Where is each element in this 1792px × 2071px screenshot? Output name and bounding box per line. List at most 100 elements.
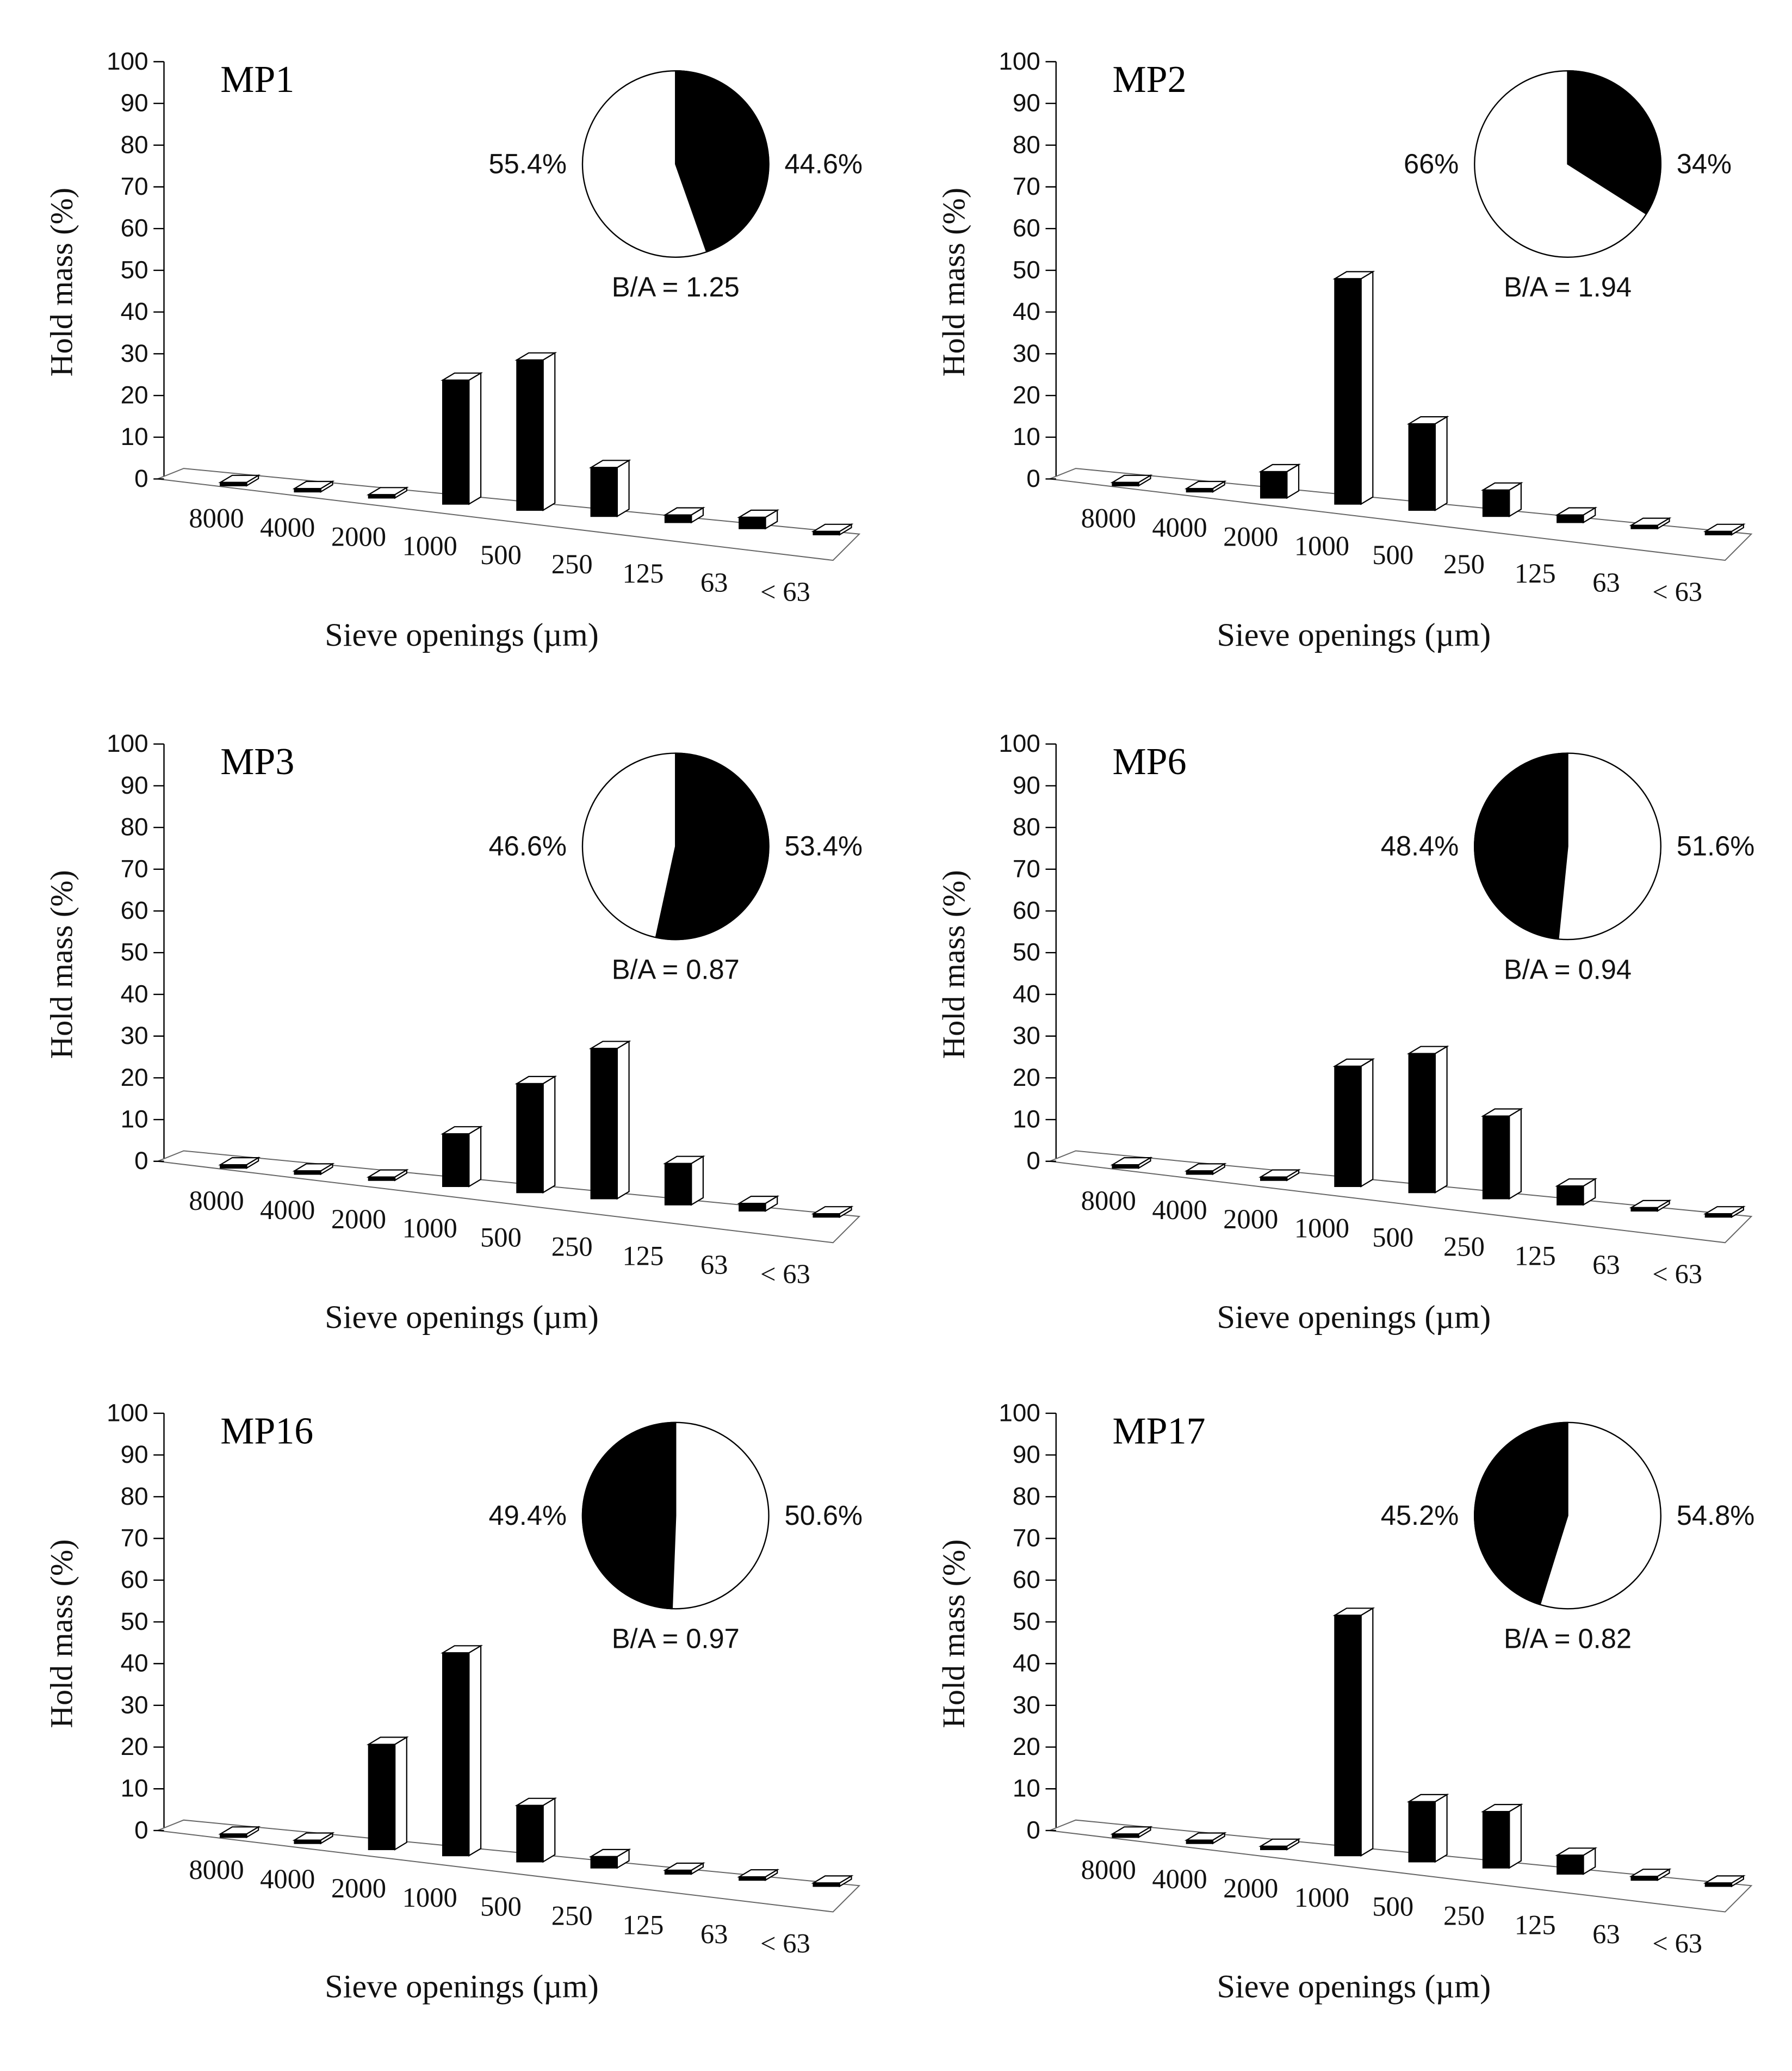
y-tick-label: 30 (1013, 339, 1040, 367)
bar-front (1260, 1176, 1288, 1181)
bar-front (1482, 1115, 1510, 1200)
y-tick-label: 80 (1013, 1482, 1040, 1510)
bar-front (1704, 1882, 1733, 1887)
bar-side (542, 1797, 556, 1863)
x-tick-label: 8000 (189, 503, 244, 534)
pie-left-label: 49.4% (488, 1500, 567, 1531)
pie-right-label: 51.6% (1677, 831, 1755, 862)
bar-8000-um (1110, 1157, 1153, 1170)
y-tick-label: 20 (121, 1733, 148, 1760)
y-tick-label: 0 (134, 1147, 148, 1174)
y-tick-label: 80 (1013, 131, 1040, 158)
y-tick-label: 20 (1013, 1733, 1040, 1760)
bar-side (394, 1736, 407, 1851)
x-tick-label: 125 (1515, 1910, 1556, 1940)
bar-500-um (1406, 1793, 1449, 1863)
pie-ratio-label: B/A = 0.94 (1504, 954, 1632, 985)
bar-front (1334, 1065, 1362, 1188)
pie-ratio-label: B/A = 0.82 (1504, 1623, 1632, 1654)
x-tick-label: < 63 (760, 1259, 810, 1289)
bar-front (294, 1839, 321, 1844)
pie-left-label: 45.2% (1381, 1500, 1459, 1531)
x-tick-label: 4000 (1152, 512, 1207, 543)
y-axis-title: Hold mass (%) (936, 1540, 971, 1728)
y-tick-label: 60 (121, 1566, 148, 1593)
y-tick-label: 60 (1013, 897, 1040, 924)
pie-chart: 45.2% 54.8% B/A = 0.82 (1381, 1421, 1755, 1654)
bar-front (1408, 1053, 1436, 1194)
x-tick-label: 4000 (260, 1195, 315, 1225)
x-tick-label: < 63 (1652, 1928, 1702, 1958)
pie-black-slice (655, 752, 770, 941)
bar-side (468, 372, 482, 505)
y-tick-label: 90 (1013, 771, 1040, 799)
x-tick-label: 500 (480, 1222, 522, 1253)
pie-black-slice (1567, 70, 1661, 215)
bar-side (616, 459, 630, 518)
bar-front (1704, 530, 1733, 535)
y-tick-label: 0 (1026, 465, 1040, 492)
x-tick-label: 63 (700, 1250, 728, 1280)
y-tick-label: 90 (121, 1441, 148, 1468)
pie-right-label: 54.8% (1677, 1500, 1755, 1531)
bar-125-um (1555, 1847, 1598, 1875)
bar-front (1630, 1876, 1658, 1881)
panel-mp16: 0 10 20 30 40 50 60 70 80 90 100 Hold mass (%) MP16 8… (44, 1399, 863, 2005)
panel-title: MP2 (1113, 59, 1187, 101)
bar-2000-um (1258, 463, 1301, 499)
bar-front (1630, 1207, 1658, 1212)
bar-front (1408, 1801, 1436, 1863)
bar-front (1112, 1164, 1139, 1169)
y-axis-title: Hold mass (%) (936, 870, 971, 1059)
x-tick-label: 2000 (1223, 1873, 1278, 1903)
y-tick-label: 0 (134, 1816, 148, 1844)
pie-chart: 49.4% 50.6% B/A = 0.97 (488, 1421, 863, 1654)
bar-front (1482, 489, 1510, 517)
y-tick-label: 20 (1013, 381, 1040, 409)
x-tick-label: 500 (480, 1891, 522, 1922)
x-tick-label: 4000 (1152, 1195, 1207, 1225)
x-tick-label: < 63 (1652, 1259, 1702, 1289)
y-tick-label: 40 (1013, 1649, 1040, 1677)
bar-125-um (663, 506, 705, 524)
bar-front (220, 1833, 247, 1838)
panel-title: MP17 (1113, 1410, 1206, 1452)
y-tick-label: 50 (121, 938, 148, 966)
bar-1000-um (1332, 270, 1375, 505)
x-tick-label: 125 (622, 1910, 664, 1940)
x-tick-label: 125 (622, 558, 664, 589)
y-axis-title: Hold mass (%) (44, 870, 79, 1059)
x-axis-title: Sieve openings (µm) (1217, 1299, 1491, 1336)
floor-plane (1049, 468, 1753, 561)
x-tick-label: 250 (1443, 1901, 1485, 1931)
x-tick-label: 250 (551, 1901, 593, 1931)
y-tick-label: 50 (121, 256, 148, 283)
x-tick-label: 250 (1443, 549, 1485, 579)
bar-63-um (1703, 1875, 1746, 1888)
y-tick-label: 70 (121, 172, 148, 200)
bar-front (1334, 278, 1362, 505)
x-tick-label: 63 (700, 567, 728, 598)
bar-4000-um (292, 1163, 335, 1176)
bar-front (1186, 1839, 1214, 1844)
y-tick-label: 0 (1026, 1147, 1040, 1174)
panel-mp2: 0 10 20 30 40 50 60 70 80 90 100 Hold mass (%) MP2 80… (936, 47, 1753, 653)
bar-front (590, 467, 618, 517)
y-tick-label: 100 (999, 47, 1040, 75)
bar-front (516, 1083, 544, 1194)
y-tick-label: 50 (1013, 938, 1040, 966)
y-tick-label: 70 (1013, 1524, 1040, 1551)
pie-right-label: 44.6% (784, 148, 863, 179)
y-tick-label: 50 (121, 1608, 148, 1635)
pie-left-label: 66% (1404, 148, 1459, 179)
bar-front (368, 494, 396, 499)
bar-250-um (1480, 1108, 1523, 1200)
x-tick-label: 1000 (1294, 1213, 1349, 1244)
bar-front (1630, 524, 1658, 529)
y-tick-label: 80 (1013, 813, 1040, 841)
x-tick-label: 63 (1592, 1919, 1620, 1949)
x-tick-label: 63 (700, 1919, 728, 1949)
y-tick-label: 60 (121, 214, 148, 242)
bar-front (1260, 471, 1288, 499)
x-axis-title: Sieve openings (µm) (1217, 617, 1491, 653)
